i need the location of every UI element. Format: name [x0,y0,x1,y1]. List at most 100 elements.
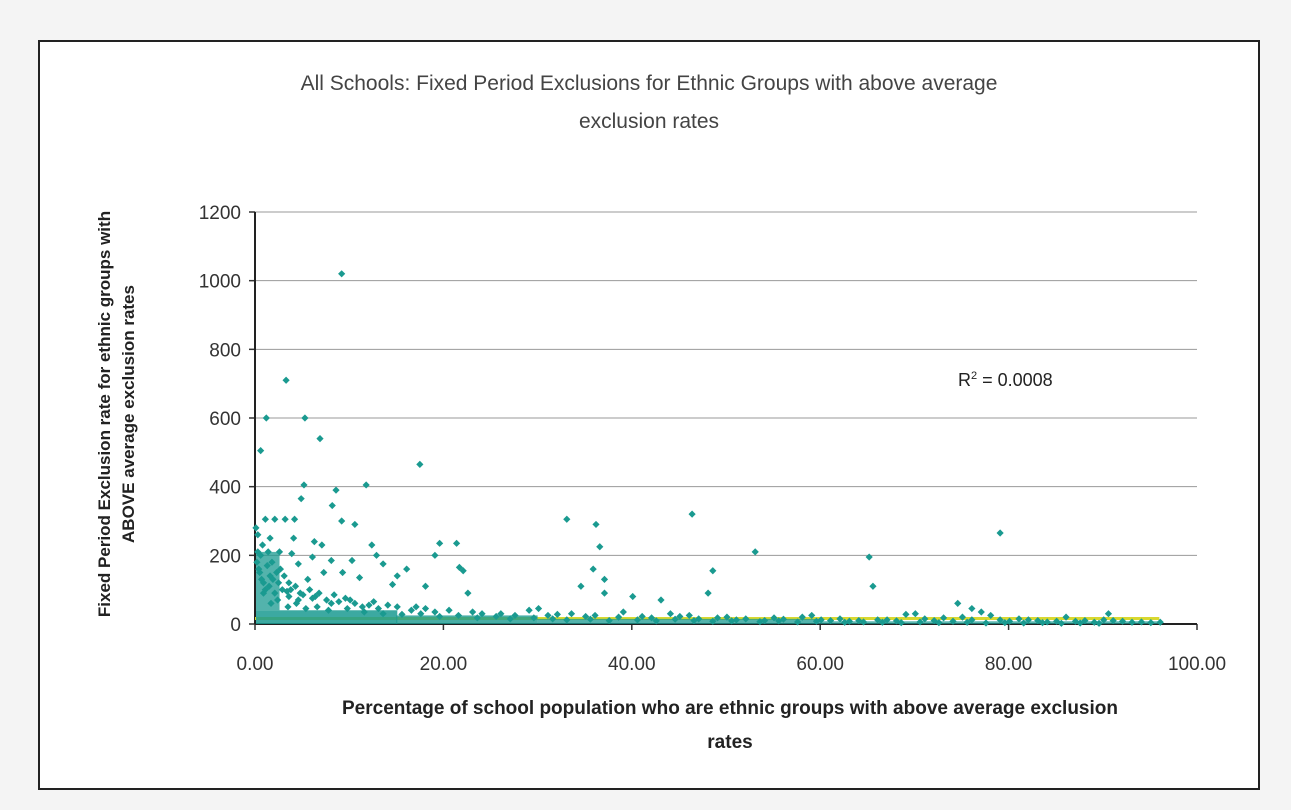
data-point [339,568,347,577]
data-point [897,619,905,627]
data-point [911,610,919,618]
data-point [553,610,561,618]
data-point [455,563,464,571]
data-point [379,560,387,568]
data-point [723,613,731,621]
x-tick-label: 60.00 [796,654,844,675]
data-point [322,596,331,604]
data-point [271,589,279,597]
data-point [328,501,336,510]
data-point [368,541,376,549]
data-point [530,614,538,622]
data-point [379,610,387,618]
data-point [269,575,277,583]
data-point [567,610,576,618]
data-point [258,541,267,549]
data-point [812,617,821,625]
data-point [666,610,675,618]
y-tick-label: 800 [209,340,241,361]
data-point [308,594,317,602]
data-point [1076,619,1084,627]
data-point [525,606,533,614]
data-point [316,435,324,443]
data-point [586,615,594,623]
x-tick-label: 40.00 [608,654,656,675]
data-point [940,614,948,622]
data-point [274,596,282,604]
data-point [732,616,740,624]
x-axis-label-line-1: Percentage of school population who are … [342,698,1118,719]
data-point [253,558,261,566]
data-point [657,596,665,604]
data-point [534,604,543,613]
data-point [591,611,599,620]
data-point [592,520,600,529]
data-point [865,553,873,561]
data-point [1015,615,1023,623]
data-point [577,582,585,590]
data-point [615,613,623,621]
data-point [393,603,401,611]
data-point [751,548,759,556]
data-point [1062,613,1070,621]
data-point [695,615,703,623]
data-point [256,568,264,577]
data-point [869,582,877,590]
data-point [283,587,291,595]
data-point [263,562,271,570]
data-point [281,515,289,523]
data-point [436,612,444,621]
data-point [808,611,816,620]
data-point [600,575,609,583]
data-point [1100,616,1108,624]
data-point [431,608,439,616]
data-point [987,611,995,620]
dense-point-cluster [396,615,538,624]
data-point [403,565,411,573]
data-point [300,481,308,489]
data-point [311,592,319,601]
data-point [290,534,298,542]
data-point [296,589,304,597]
data-point [355,574,364,582]
data-point [360,608,368,616]
data-point [348,556,356,565]
data-point [276,565,285,573]
data-point [264,548,272,556]
data-point [1001,619,1009,627]
data-point [338,270,346,278]
data-point [266,572,274,580]
data-point [302,604,310,613]
x-axis-label-line-2: rates [707,732,753,753]
data-point [647,614,656,622]
data-point [497,610,505,618]
data-point [297,495,305,503]
data-point [255,565,263,573]
data-point [982,619,990,627]
data-point [629,592,637,601]
data-point [313,603,321,611]
data-point [421,582,430,590]
data-point [949,617,957,625]
data-points [252,270,1164,627]
data-point [274,579,283,587]
data-point [930,616,938,625]
data-point [671,615,679,623]
data-point [1038,619,1047,627]
data-point [388,580,397,589]
data-point [1128,618,1136,626]
data-point [855,616,863,625]
data-point [511,611,519,620]
data-point [1137,618,1146,626]
data-point [826,616,835,625]
data-point [266,534,274,542]
data-point [257,447,265,455]
data-point [454,611,463,620]
data-point [254,548,262,556]
data-point [306,586,314,594]
data-point [257,575,266,583]
data-point [452,539,461,547]
y-axis-label: Fixed Period Exclusion rate for ethnic g… [95,210,138,618]
data-point [407,606,415,614]
data-point [1024,616,1032,624]
